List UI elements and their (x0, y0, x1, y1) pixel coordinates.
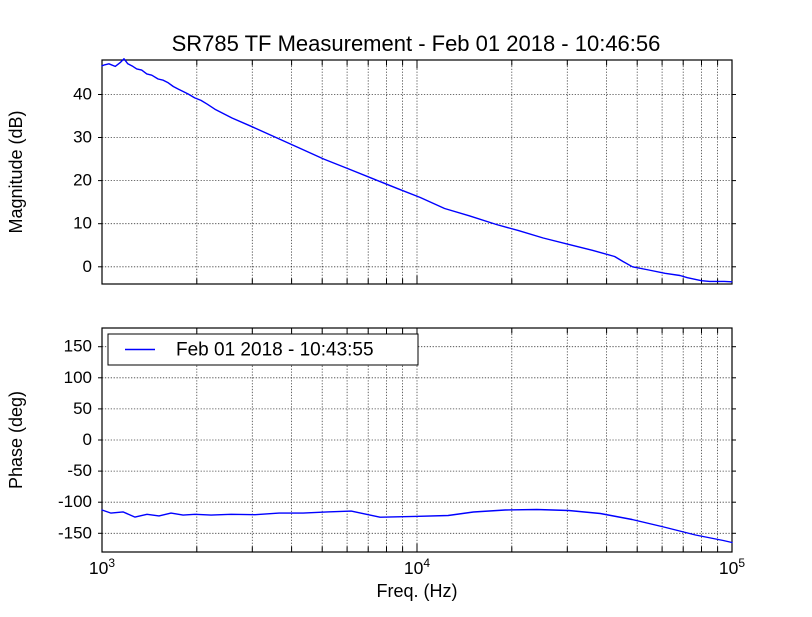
svg-text:0: 0 (83, 257, 92, 276)
svg-text:0: 0 (83, 430, 92, 449)
svg-text:10: 10 (73, 214, 92, 233)
svg-text:30: 30 (73, 128, 92, 147)
svg-text:-150: -150 (58, 523, 92, 542)
svg-text:Magnitude (dB): Magnitude (dB) (6, 110, 26, 233)
svg-text:50: 50 (73, 399, 92, 418)
svg-text:20: 20 (73, 171, 92, 190)
svg-text:150: 150 (64, 337, 92, 356)
svg-text:40: 40 (73, 85, 92, 104)
svg-text:-100: -100 (58, 492, 92, 511)
svg-text:Feb 01 2018 - 10:43:55: Feb 01 2018 - 10:43:55 (176, 340, 374, 361)
svg-text:Phase (deg): Phase (deg) (6, 391, 26, 489)
svg-text:100: 100 (64, 368, 92, 387)
svg-text:-50: -50 (67, 461, 92, 480)
svg-text:Freq. (Hz): Freq. (Hz) (377, 581, 458, 601)
svg-text:SR785 TF Measurement - Feb 01: SR785 TF Measurement - Feb 01 2018 - 10:… (172, 31, 661, 56)
